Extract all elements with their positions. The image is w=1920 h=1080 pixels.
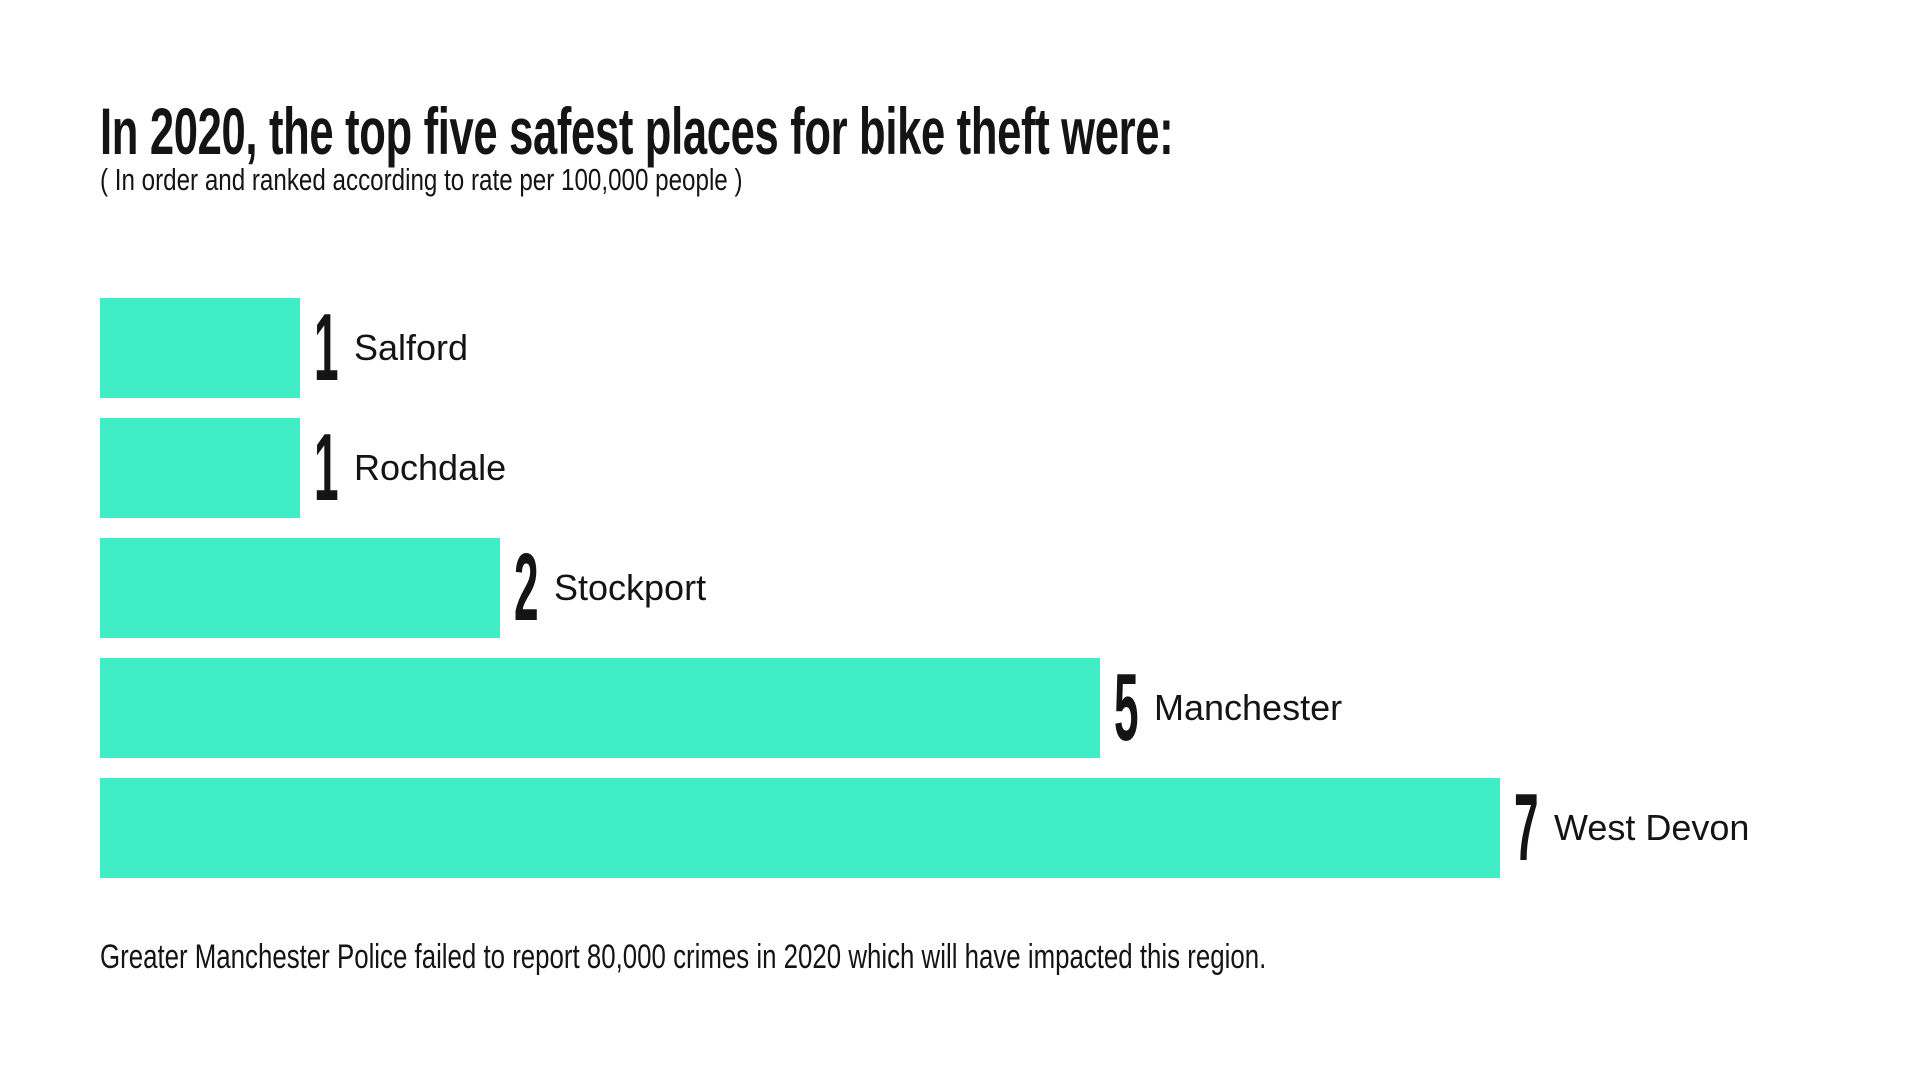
rank-value: 1 (314, 294, 339, 401)
bar (100, 418, 300, 518)
bar (100, 538, 500, 638)
bar-row: 1 Rochdale (100, 418, 1749, 518)
bar-chart: 1 Salford 1 Rochdale 2 Stockport 5 Manchester 7 W… (100, 298, 1749, 898)
rank-value: 2 (514, 534, 539, 641)
rank-value: 1 (314, 414, 339, 521)
bar-label: Stockport (554, 567, 707, 608)
bar-label: West Devon (1554, 807, 1750, 848)
chart-title: In 2020, the top five safest places for … (100, 94, 1174, 168)
bar-row: 7 West Devon (100, 778, 1749, 878)
bar-row: 5 Manchester (100, 658, 1749, 758)
bar-row: 1 Salford (100, 298, 1749, 398)
chart-footnote: Greater Manchester Police failed to repo… (100, 938, 1267, 976)
bar (100, 658, 1100, 758)
bar-label: Salford (354, 327, 469, 368)
bar (100, 298, 300, 398)
bar (100, 778, 1500, 878)
bar-label: Manchester (1154, 687, 1343, 728)
bar-row: 2 Stockport (100, 538, 1749, 638)
rank-value: 5 (1114, 654, 1139, 761)
bar-label: Rochdale (354, 447, 507, 488)
rank-value: 7 (1514, 774, 1539, 881)
chart-subtitle: ( In order and ranked according to rate … (100, 162, 743, 197)
